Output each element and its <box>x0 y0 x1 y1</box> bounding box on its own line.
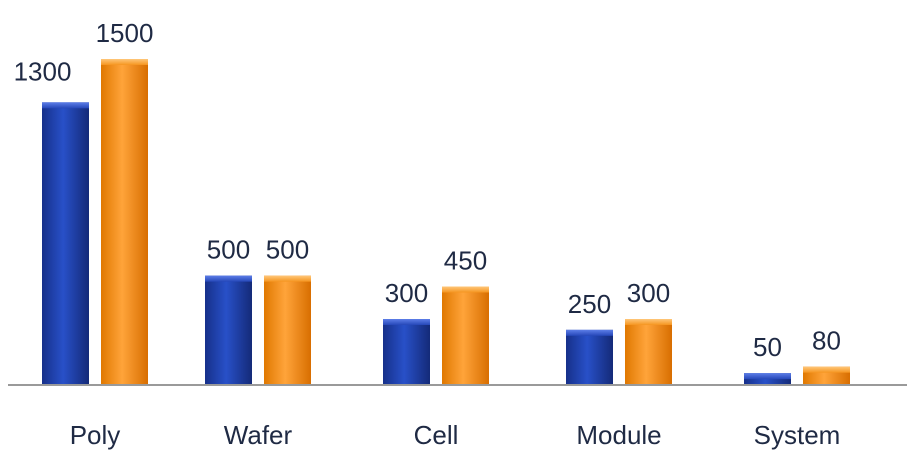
bar-body <box>625 319 672 384</box>
bar-body <box>442 286 489 384</box>
bar-body <box>101 59 148 384</box>
category-label-wafer: Wafer <box>224 420 293 450</box>
data-label-wafer-series-1: 500 <box>207 235 250 265</box>
data-label-module-series-1: 250 <box>568 289 611 319</box>
bar-body <box>264 275 311 384</box>
data-label-poly-series-1: 1300 <box>14 56 72 86</box>
bar-top-bevel <box>566 329 613 336</box>
data-label-system-series-2: 80 <box>812 326 841 356</box>
bar-system-series-1 <box>744 373 791 384</box>
category-label-cell: Cell <box>414 420 459 450</box>
bar-top-bevel <box>803 366 850 373</box>
labels-layer: 1300 1500 Poly 500 500 Wafer 300 450 Cell 250 300 M… <box>14 18 841 450</box>
bar-module-series-1 <box>566 329 613 384</box>
bar-top-bevel <box>205 275 252 282</box>
bar-body <box>42 102 89 384</box>
bar-body <box>383 319 430 384</box>
bar-cell-series-1 <box>383 319 430 384</box>
bar-top-bevel <box>442 286 489 293</box>
data-label-cell-series-1: 300 <box>385 278 428 308</box>
data-label-poly-series-2: 1500 <box>96 18 154 48</box>
bar-system-series-2 <box>803 366 850 384</box>
bar-top-bevel <box>101 59 148 65</box>
data-label-cell-series-2: 450 <box>444 246 487 276</box>
data-label-system-series-1: 50 <box>753 332 782 362</box>
bar-top-bevel <box>383 319 430 325</box>
bar-body <box>205 275 252 384</box>
bar-top-bevel <box>625 319 672 325</box>
bar-top-bevel <box>264 275 311 282</box>
bar-body <box>566 329 613 384</box>
category-label-system: System <box>754 420 841 450</box>
bars-layer <box>42 59 850 384</box>
bar-wafer-series-2 <box>264 275 311 384</box>
category-label-module: Module <box>576 420 661 450</box>
bar-wafer-series-1 <box>205 275 252 384</box>
bar-poly-series-1 <box>42 102 89 384</box>
data-label-wafer-series-2: 500 <box>266 235 309 265</box>
bar-top-bevel <box>42 102 89 109</box>
data-label-module-series-2: 300 <box>627 278 670 308</box>
bar-module-series-2 <box>625 319 672 384</box>
category-label-poly: Poly <box>70 420 121 450</box>
bar-poly-series-2 <box>101 59 148 384</box>
bar-cell-series-2 <box>442 286 489 384</box>
bar-top-bevel <box>744 373 791 380</box>
